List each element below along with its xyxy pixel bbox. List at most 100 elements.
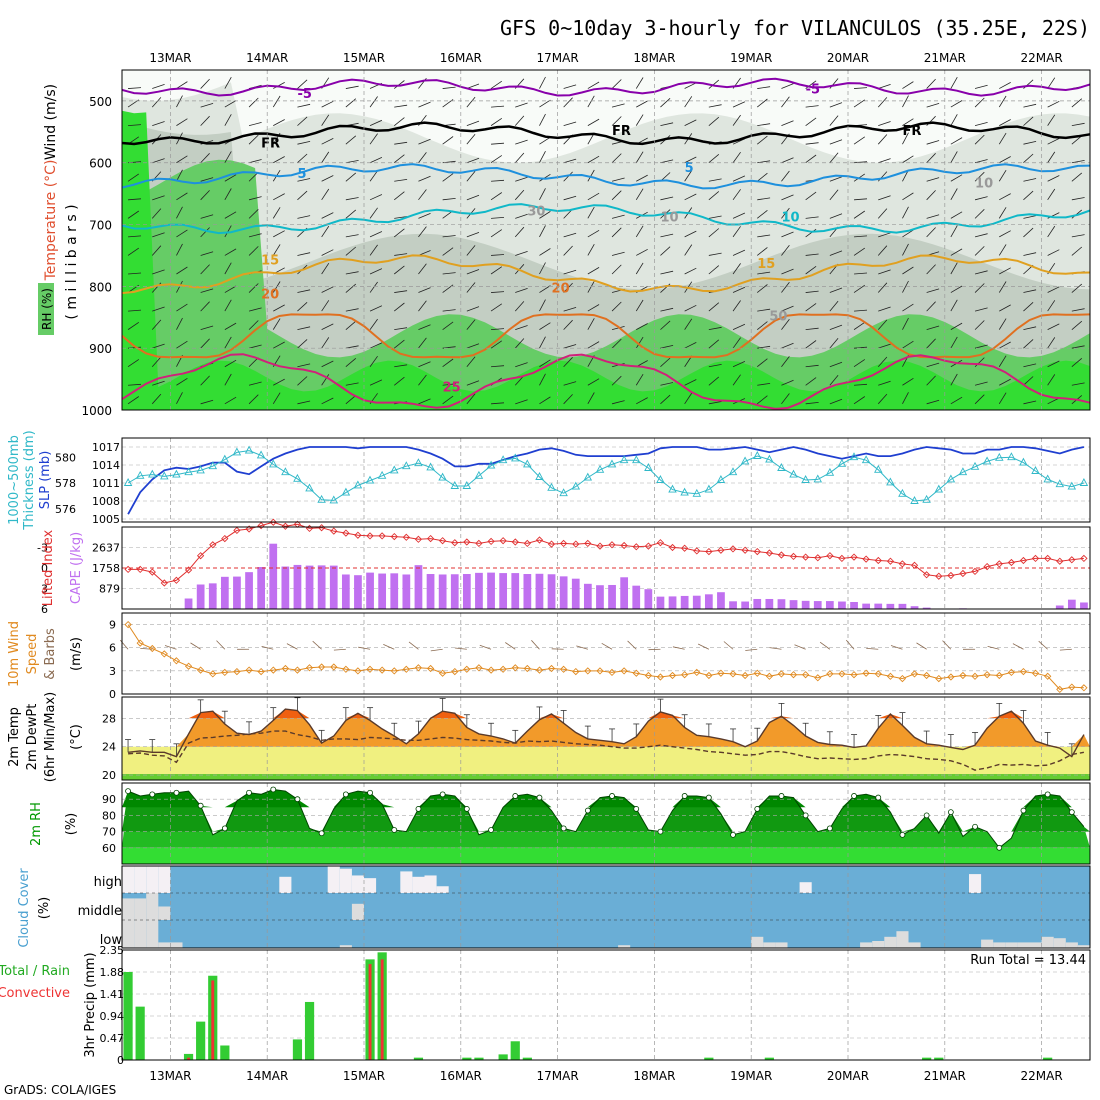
wind-barb: [660, 357, 671, 368]
wind-barb: [1071, 246, 1083, 256]
wind-barb: [1023, 339, 1034, 349]
wind-speed-marker: [874, 670, 882, 678]
wind-barb: [684, 244, 693, 256]
wind-barb: [515, 139, 528, 145]
wind-barb: [781, 170, 790, 182]
wind-barb: [660, 98, 671, 108]
wind-barb: [781, 268, 794, 275]
wind-barb: [515, 213, 528, 219]
wind-barb: [1047, 360, 1060, 368]
wind-barb: [974, 196, 988, 201]
wind-barb: [854, 272, 868, 275]
wind-barb: [563, 344, 577, 349]
precip-tick: 1.88: [100, 966, 125, 979]
wind-barb: [369, 268, 383, 275]
wind-barb: [176, 81, 188, 89]
wind-barb: [974, 122, 988, 127]
wind-barb: [297, 400, 311, 405]
wind-ylabel-2: Speed: [25, 634, 40, 675]
wind-barb: [369, 379, 383, 386]
wind-barb: [732, 286, 746, 293]
wind-speed-marker: [935, 674, 943, 683]
wind-barb: [853, 247, 866, 256]
precip-total-bar: [462, 1057, 472, 1060]
li-marker: [705, 547, 713, 556]
wind-barb: [926, 325, 940, 331]
wind-barb: [878, 269, 891, 275]
rh2-marker: [996, 844, 1003, 851]
wind-barb: [539, 359, 551, 368]
wind-barb: [297, 153, 308, 164]
slp-marker: [135, 470, 145, 479]
wind-barb: [757, 383, 771, 386]
rh2-marker: [488, 827, 494, 833]
wind-barb: [345, 172, 357, 182]
cape-bar: [378, 573, 387, 609]
wind-speed-marker: [160, 650, 168, 658]
wind-barb: [636, 323, 648, 330]
li-marker: [850, 553, 858, 561]
wind-barb: [394, 302, 405, 312]
cape-bar: [184, 598, 193, 609]
top-date-label: 22MAR: [1021, 51, 1063, 65]
wind-barb: [466, 83, 480, 89]
wind-speed-marker: [354, 667, 362, 675]
cloud-bar: [134, 866, 147, 893]
wind-barb: [539, 322, 551, 330]
wind-barb: [442, 358, 454, 368]
wind-barb: [418, 374, 427, 386]
wind-barb: [272, 207, 281, 219]
precip-total-bar: [196, 1021, 206, 1060]
li-marker: [729, 545, 737, 553]
wind-barb: [128, 235, 142, 238]
wind-speed-marker: [572, 667, 580, 676]
wind-barb: [224, 336, 232, 349]
wind-barb: [345, 357, 357, 368]
cape-bar: [317, 565, 326, 609]
surface-wind-barb: [890, 645, 903, 650]
wind-barb: [829, 375, 839, 386]
precip-total-bar: [764, 1057, 774, 1060]
slp-marker: [305, 483, 314, 492]
rh2-marker: [802, 812, 809, 819]
li-marker: [426, 534, 435, 543]
contour-label: 10: [660, 210, 678, 225]
wind-speed-marker: [1080, 684, 1088, 692]
wind-barb: [442, 383, 456, 386]
surface-wind-barb: [697, 643, 710, 650]
wind-tick: 9: [109, 619, 116, 632]
wind-barb: [708, 116, 720, 126]
wind-barb: [1023, 302, 1034, 312]
wind-speed-marker: [862, 669, 870, 677]
wind-speed-marker: [196, 666, 205, 674]
wind-barb: [998, 207, 1007, 219]
wind-barb: [394, 191, 405, 201]
wind-barb: [563, 171, 573, 182]
cape-bar: [426, 574, 435, 609]
surface-wind-barb: [505, 642, 516, 650]
wind-barb: [176, 118, 188, 126]
wind-barb: [248, 307, 262, 312]
temp-base-band: [122, 774, 1090, 780]
wind-barb: [708, 376, 720, 386]
surface-wind-barb: [333, 648, 346, 651]
wind-barb: [442, 309, 456, 312]
cape-li-panel: -3 0 3 6 2637 1758 879 Lifted Index CAPE (J/kg…: [37, 518, 1090, 616]
wind-barb: [369, 170, 378, 182]
wind-barb: [297, 178, 311, 182]
surface-wind-barb: [454, 647, 467, 650]
wind-barb: [684, 230, 697, 238]
wind-barb: [587, 378, 600, 386]
wind-barb: [708, 153, 720, 164]
temp-tick: 20: [102, 769, 116, 782]
wind-barb: [200, 325, 214, 331]
li-marker: [995, 560, 1003, 568]
wind-barb: [394, 141, 408, 145]
wind-speed-marker: [584, 667, 592, 675]
wind-barb: [539, 299, 546, 312]
li-marker: [1068, 556, 1076, 564]
wind-barb: [684, 342, 697, 349]
cloud-bar: [351, 903, 364, 920]
wind-barb: [757, 234, 771, 238]
wind-barb: [732, 263, 741, 275]
